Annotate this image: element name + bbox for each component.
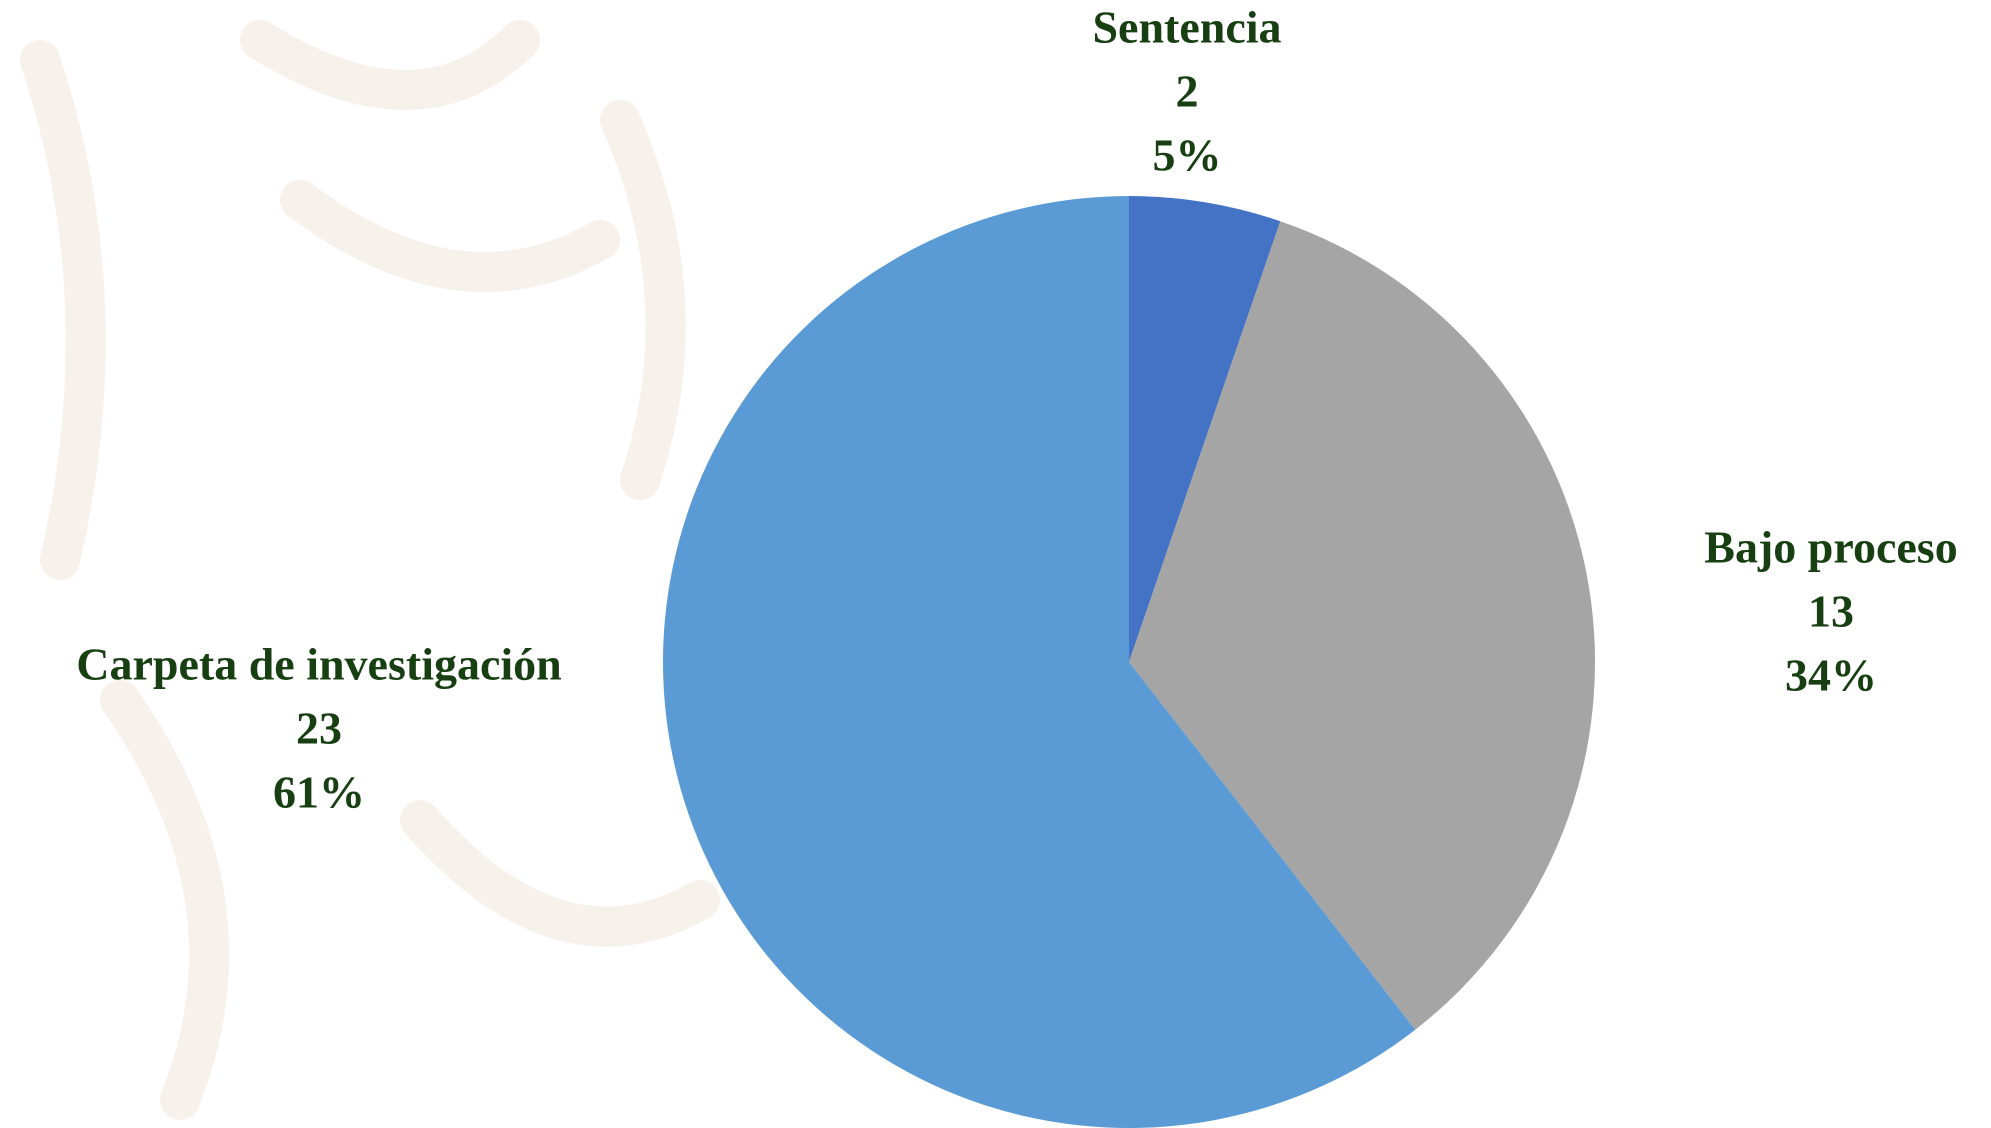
slice-percentage: 61% <box>273 767 365 818</box>
slice-value: 2 <box>1176 66 1199 117</box>
slice-value: 23 <box>296 703 342 754</box>
pie-slice <box>1129 196 1281 662</box>
background-pattern <box>20 20 720 1120</box>
slice-value: 13 <box>1808 586 1854 637</box>
pie-slice <box>663 196 1416 1128</box>
slice-percentage: 5% <box>1153 130 1222 181</box>
slice-label: Bajo proceso <box>1704 522 1957 573</box>
slice-label: Sentencia <box>1092 2 1281 53</box>
pie-slice <box>1129 221 1595 1030</box>
slice-label: Carpeta de investigación <box>76 639 562 690</box>
slice-percentage: 34% <box>1785 650 1877 701</box>
